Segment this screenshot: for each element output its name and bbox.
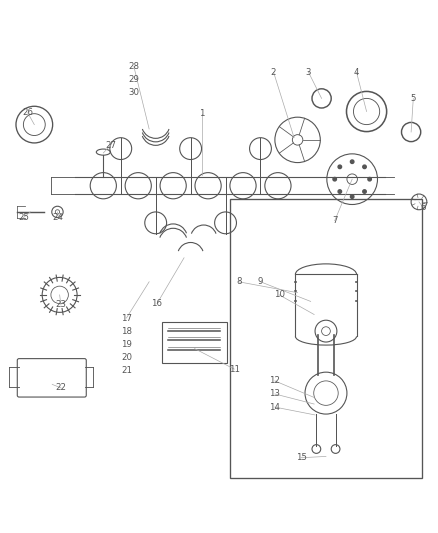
Text: 27: 27	[105, 141, 116, 150]
Text: 12: 12	[269, 376, 280, 385]
Text: 3: 3	[306, 68, 311, 77]
Text: 17: 17	[121, 313, 132, 322]
Text: 10: 10	[274, 290, 285, 300]
Text: 20: 20	[121, 353, 132, 362]
Text: 11: 11	[229, 365, 240, 374]
Circle shape	[368, 177, 371, 181]
Text: 23: 23	[56, 301, 67, 310]
Text: 4: 4	[354, 68, 359, 77]
Circle shape	[333, 177, 336, 181]
Text: 29: 29	[128, 75, 139, 84]
Bar	[230, 199, 422, 478]
Text: 15: 15	[296, 453, 307, 462]
Text: 14: 14	[269, 402, 280, 411]
Circle shape	[363, 165, 366, 168]
Text: 22: 22	[56, 383, 67, 392]
Text: 6: 6	[420, 203, 426, 212]
Text: 7: 7	[332, 216, 337, 225]
Text: 30: 30	[128, 88, 139, 97]
Text: 5: 5	[410, 94, 416, 103]
Circle shape	[350, 195, 354, 198]
Text: 2: 2	[271, 68, 276, 77]
Text: 24: 24	[53, 213, 64, 222]
Circle shape	[338, 165, 342, 168]
Circle shape	[338, 190, 342, 193]
Text: 28: 28	[128, 62, 139, 71]
Text: 13: 13	[269, 390, 280, 399]
Text: 1: 1	[199, 109, 204, 118]
Circle shape	[363, 190, 366, 193]
Bar	[162, 322, 227, 362]
Text: 21: 21	[121, 366, 132, 375]
Text: 26: 26	[22, 108, 33, 117]
Text: 8: 8	[236, 277, 241, 286]
Circle shape	[350, 160, 354, 164]
Text: 19: 19	[121, 340, 132, 349]
Text: 25: 25	[18, 213, 29, 222]
Text: 16: 16	[152, 299, 162, 308]
Text: 18: 18	[121, 327, 132, 336]
Text: 9: 9	[258, 277, 263, 286]
